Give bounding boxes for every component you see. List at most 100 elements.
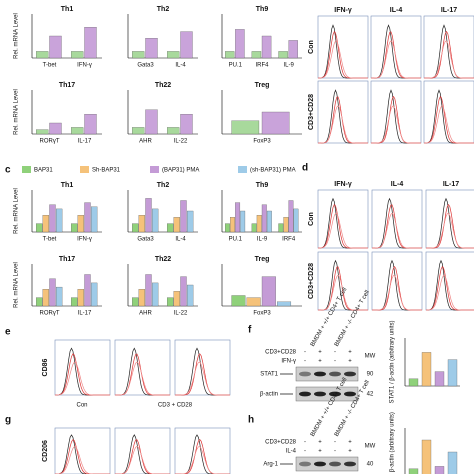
blot <box>295 456 359 472</box>
bar <box>42 215 49 233</box>
bar <box>151 208 159 233</box>
bar <box>167 223 174 233</box>
bar <box>186 210 194 233</box>
category-label: AHR <box>139 311 152 317</box>
row-label: Con <box>308 40 315 54</box>
bar <box>261 204 267 233</box>
category-label: PU.1 <box>229 237 243 243</box>
bar <box>84 114 97 135</box>
histogram-curve <box>55 439 110 474</box>
bar <box>36 297 43 307</box>
histogram-curve <box>371 40 421 79</box>
y-axis-label: Rel. mRNA Level <box>14 262 20 308</box>
category-label: T-bet <box>43 237 57 243</box>
bar <box>167 127 180 135</box>
histogram-box <box>114 339 171 396</box>
bar <box>138 289 145 307</box>
histogram-curve <box>426 212 474 249</box>
category-label: Gata3 <box>137 237 154 243</box>
bar <box>145 109 158 135</box>
bar <box>180 200 187 233</box>
chart-title: Th9 <box>256 6 269 13</box>
legend-swatch <box>238 166 247 173</box>
blot-band <box>299 461 311 467</box>
bar <box>167 51 180 59</box>
histogram-curve <box>55 361 110 396</box>
chart-title: Th1 <box>61 6 74 13</box>
bar <box>49 278 56 307</box>
histogram-curve <box>55 446 110 474</box>
histogram-curve <box>372 274 422 311</box>
bar <box>421 439 432 474</box>
blot-band <box>329 371 341 377</box>
panel-label: g <box>5 415 11 426</box>
bar <box>251 51 262 59</box>
bar <box>84 27 97 59</box>
histogram-curve <box>115 445 170 474</box>
panel-label: f <box>248 325 252 336</box>
category-label: Gata3 <box>137 63 154 69</box>
bar <box>251 223 257 233</box>
bar <box>421 352 432 387</box>
bar <box>56 208 63 233</box>
condition-sign: + <box>348 449 352 455</box>
category-label: IL-4 <box>175 63 186 69</box>
histogram-curve <box>424 105 474 144</box>
blot-band <box>314 391 326 397</box>
histogram-box <box>317 251 369 311</box>
category-label: FoxP3 <box>253 139 271 145</box>
bar <box>293 208 299 233</box>
blot-band <box>299 391 311 397</box>
condition-sign: + <box>318 359 322 365</box>
histogram-curve <box>318 40 368 79</box>
bar <box>261 276 276 307</box>
condition-sign: + <box>348 440 352 446</box>
category-label: PU.1 <box>229 63 243 69</box>
mw-value: 42 <box>367 392 374 398</box>
bar <box>225 51 235 59</box>
bar <box>230 217 235 233</box>
bar <box>145 274 152 307</box>
blot-band <box>329 391 341 397</box>
histogram-curve <box>371 105 421 144</box>
category-label: T-bet <box>43 63 57 69</box>
bar <box>180 114 193 135</box>
blot <box>295 386 359 402</box>
bar <box>145 38 158 59</box>
category-label: IRF4 <box>255 63 269 69</box>
bar <box>167 297 174 307</box>
blot-band <box>314 461 326 467</box>
chart-title: Th17 <box>59 82 75 89</box>
chart-title: Th17 <box>59 256 75 263</box>
y-axis-label: STAT1 / β-actin (arbitrary units) <box>390 321 396 404</box>
panel-label: d <box>302 163 308 174</box>
histogram-curve <box>424 40 474 79</box>
bar <box>434 371 445 387</box>
bar <box>173 217 180 233</box>
category-label: IL-22 <box>174 139 188 145</box>
bar <box>434 466 445 474</box>
bar <box>235 202 241 233</box>
condition-label: IL-4 <box>286 449 297 455</box>
blot-band <box>344 391 356 397</box>
histogram-box <box>317 189 369 249</box>
legend-label: (sh-BAP31) PMA <box>250 168 296 174</box>
bar <box>235 29 245 59</box>
bar <box>132 51 145 59</box>
bar <box>288 200 294 233</box>
bar <box>266 210 272 233</box>
category-label: RORγT <box>40 311 60 317</box>
condition-sign: - <box>334 449 336 455</box>
category-label: AHR <box>139 139 152 145</box>
bar <box>180 276 187 307</box>
chart-title: Treg <box>255 256 270 263</box>
bar <box>49 122 62 135</box>
bar <box>277 301 292 307</box>
chart-title: Th2 <box>157 182 170 189</box>
bar <box>71 127 84 135</box>
histogram-box <box>54 339 111 396</box>
bar <box>71 51 84 59</box>
bar <box>278 223 284 233</box>
panel-label: h <box>248 415 254 426</box>
